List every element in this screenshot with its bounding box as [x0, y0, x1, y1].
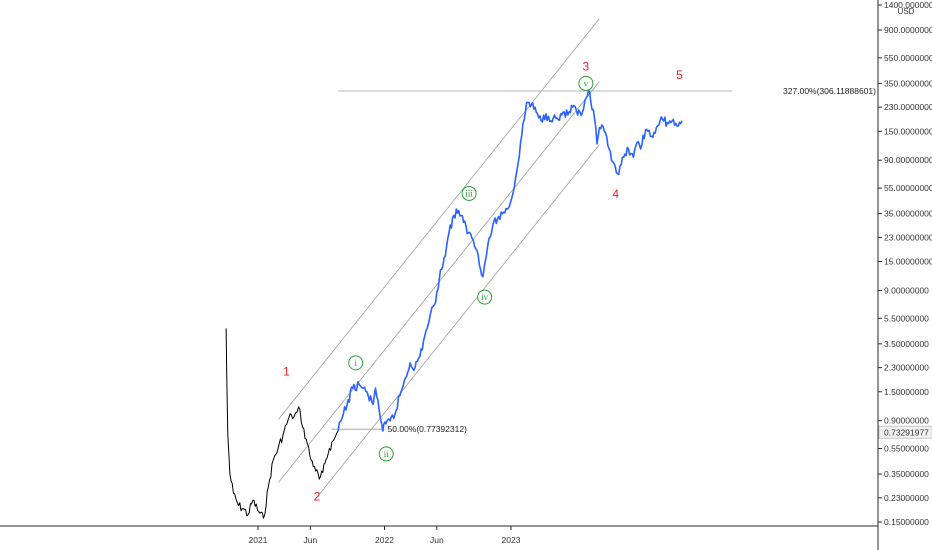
time-tick-label: 2021 [249, 535, 268, 545]
price-tick-label: 5.50000000 [884, 313, 929, 323]
price-tick-label: 23.00000000 [884, 232, 932, 242]
fibonacci-levels: 327.00%(306.11888601) 50.00%(0.77392312) [331, 86, 876, 434]
price-line-blue [337, 89, 683, 432]
fib-level-label: 327.00%(306.11888601) [783, 86, 876, 96]
wave-label-text: iv [481, 292, 489, 302]
price-axis[interactable]: USD 1400.00000000 900.00000000 550.0000000… [877, 0, 932, 550]
price-tick-label: 2.30000000 [884, 363, 929, 373]
price-tick-label: 900.00000000 [884, 25, 932, 35]
wave-label-green: iv [477, 289, 493, 305]
channel-lower-line [314, 144, 600, 501]
price-tick-label: 3.50000000 [884, 339, 929, 349]
wave-circle [578, 75, 594, 91]
time-tick-labels: 2021 Jun 2022 Jun 2023 [249, 526, 521, 545]
price-tick-label: 15.00000000 [884, 257, 932, 267]
current-price-label: 0.73291977 [884, 427, 929, 437]
wave-label-red: 3 [583, 59, 590, 73]
price-tick-label: 0.55000000 [884, 444, 929, 454]
price-tick-label: 55.00000000 [884, 183, 932, 193]
price-tick-label: 350.00000000 [884, 78, 932, 88]
price-tick-labels: 1400.00000000 900.00000000 550.00000000 350… [878, 0, 932, 527]
price-tick-label: 9.00000000 [884, 285, 929, 295]
time-tick-label: 2023 [502, 535, 521, 545]
current-price-box [878, 425, 932, 439]
wave-circle [477, 289, 493, 305]
wave-circle [348, 355, 364, 371]
currency-label: USD [898, 7, 915, 16]
price-tick-label: 230.00000000 [884, 102, 932, 112]
time-tick-label: 2022 [375, 535, 394, 545]
price-tick-label: 550.00000000 [884, 53, 932, 63]
price-tick-label: 90.00000000 [884, 155, 932, 165]
price-tick-label: 150.00000000 [884, 126, 932, 136]
current-price-marker: 0.73291977 [878, 425, 932, 439]
wave-label-red: 1 [283, 365, 290, 379]
price-tick-label: 0.23000000 [884, 493, 929, 503]
time-tick-label: Jun [430, 535, 444, 545]
time-axis[interactable]: 2021 Jun 2022 Jun 2023 [0, 525, 878, 545]
price-tick-label: 35.00000000 [884, 209, 932, 219]
wave-label-text: iii [465, 188, 473, 198]
plot-area: 327.00%(306.11888601)50.00%(0.77392312) … [225, 18, 876, 519]
wave-label-red: 5 [676, 68, 683, 82]
channel-upper-line [278, 18, 600, 420]
price-tick-label: 0.35000000 [884, 469, 929, 479]
fib-level-label: 50.00%(0.77392312) [388, 424, 468, 434]
price-tick-label: 0.15000000 [884, 517, 929, 527]
price-tick-label: 1400.00000000 [884, 0, 932, 10]
wave-label-green: v [578, 75, 594, 91]
wave-circle [378, 446, 394, 462]
price-series [225, 89, 683, 519]
wave-circle [461, 185, 477, 201]
price-tick-label: 1.50000000 [884, 387, 929, 397]
price-tick-label: 0.90000000 [884, 416, 929, 426]
price-line-black [225, 328, 339, 519]
wave-label-text: ii [384, 449, 390, 459]
wave-label-green: iii [461, 185, 477, 201]
wave-label-red: 4 [612, 187, 619, 201]
wave-label-green: i [348, 355, 364, 371]
wave-label-text: i [354, 358, 357, 368]
wave-label-red: 2 [314, 489, 321, 503]
wave-label-green: ii [378, 446, 394, 462]
time-tick-label: Jun [303, 535, 317, 545]
wave-label-text: v [584, 78, 589, 88]
